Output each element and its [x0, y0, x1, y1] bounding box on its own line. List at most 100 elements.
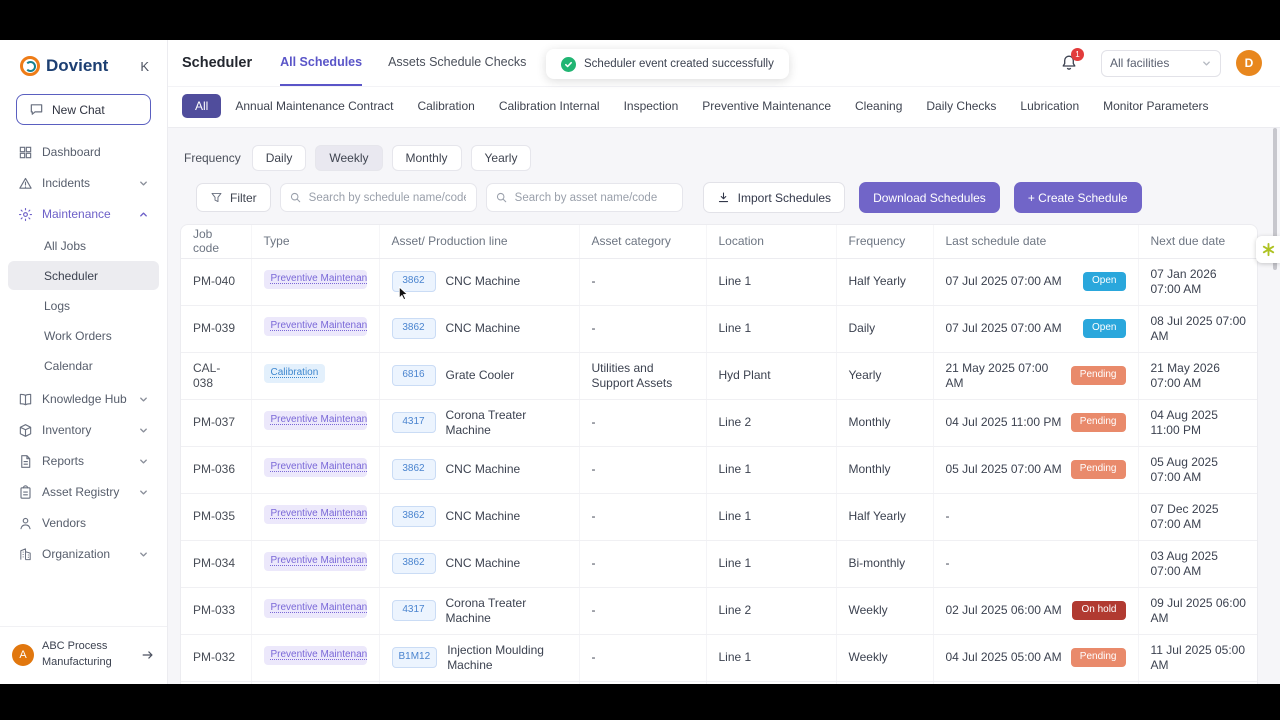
- user-avatar[interactable]: D: [1236, 50, 1262, 76]
- type-filter-daily-checks[interactable]: Daily Checks: [926, 99, 997, 113]
- column-header-frequency[interactable]: Frequency: [836, 225, 934, 259]
- sidebar-item-knowledge-hub[interactable]: Knowledge Hub: [8, 384, 159, 414]
- job-code: PM-034: [193, 556, 236, 570]
- sidebar-item-work-orders[interactable]: Work Orders: [44, 328, 112, 343]
- filter-button[interactable]: Filter: [196, 183, 271, 212]
- next-due-date: 07 Dec 2025 07:00 AM: [1150, 501, 1219, 531]
- column-header-asset-production-line[interactable]: Asset/ Production line: [379, 225, 580, 259]
- frequency-chip-monthly[interactable]: Monthly: [391, 145, 462, 171]
- sidebar-item-incidents[interactable]: Incidents: [8, 168, 159, 198]
- type-filter-cleaning[interactable]: Cleaning: [855, 99, 903, 113]
- table-row[interactable]: PM-040 Preventive Maintenan... 3862 CNC …: [181, 258, 1257, 306]
- incidents-icon: [18, 176, 33, 191]
- asset-name: Grate Cooler: [445, 368, 515, 382]
- table-header-row: Job code Type Asset/ Production line Asset …: [181, 225, 1257, 259]
- type-filter-calibration[interactable]: Calibration: [417, 99, 475, 113]
- page-title: Scheduler: [182, 55, 253, 71]
- app-window: Dovient K New Chat Dashboard Incidents Mai…: [0, 40, 1280, 684]
- asset-code-chip[interactable]: 3862: [391, 506, 436, 527]
- tab-assets-schedule-checks[interactable]: Assets Schedule Checks: [388, 55, 527, 69]
- tab-all-schedules[interactable]: All Schedules: [280, 40, 363, 86]
- table-row[interactable]: PM-034 Preventive Maintenan... 3862 CNC …: [181, 540, 1257, 588]
- asset-name: Injection Moulding Machine: [447, 642, 544, 672]
- letterbox-bottom: [0, 684, 1280, 720]
- column-header-last-schedule-date[interactable]: Last schedule date: [933, 225, 1139, 259]
- type-filter-all[interactable]: All: [182, 94, 222, 118]
- type-filter-lubrication[interactable]: Lubrication: [1020, 99, 1080, 113]
- sidebar-menu: Dashboard Incidents Maintenance All Jobs Sch…: [0, 135, 167, 626]
- column-header-location[interactable]: Location: [706, 225, 837, 259]
- chevron-down-icon: [138, 178, 149, 189]
- frequency-chip-yearly[interactable]: Yearly: [470, 145, 532, 171]
- sidebar-item-vendors[interactable]: Vendors: [8, 508, 159, 538]
- type-filter-monitor-parameters[interactable]: Monitor Parameters: [1103, 99, 1209, 113]
- sidebar-item-asset-registry[interactable]: Asset Registry: [8, 477, 159, 507]
- asset-code-chip[interactable]: 3862: [391, 459, 436, 480]
- type-filter-annual-maintenance-contract[interactable]: Annual Maintenance Contract: [235, 99, 394, 113]
- next-due-date: 11 Jul 2025 05:00 AM: [1150, 642, 1246, 672]
- next-due-date: 03 Aug 2025 07:00 AM: [1150, 548, 1218, 578]
- chevron-down-icon: [138, 425, 149, 436]
- sidebar-item-dashboard[interactable]: Dashboard: [8, 137, 159, 167]
- column-header-next-due-date[interactable]: Next due date: [1138, 225, 1257, 259]
- search-schedule-input[interactable]: [279, 183, 477, 212]
- asset-code-chip[interactable]: 3862: [391, 271, 436, 292]
- column-header-type[interactable]: Type: [251, 225, 380, 259]
- download-schedules-button[interactable]: Download Schedules: [859, 182, 1000, 213]
- table-row[interactable]: PM-036 Preventive Maintenan... 3862 CNC …: [181, 446, 1257, 494]
- column-header-job-code[interactable]: Job code: [181, 225, 252, 259]
- sidebar-item-maintenance[interactable]: Maintenance: [8, 199, 159, 229]
- chat-icon: [29, 102, 44, 117]
- facility-dropdown[interactable]: All facilities: [1101, 49, 1221, 77]
- floating-feedback-widget[interactable]: [1256, 236, 1280, 263]
- vertical-scrollbar[interactable]: [1273, 128, 1277, 270]
- chevron-down-icon: [1201, 58, 1212, 69]
- table-row[interactable]: PM-037 Preventive Maintenan... 4317 Coro…: [181, 399, 1257, 447]
- type-filter-calibration-internal[interactable]: Calibration Internal: [498, 99, 600, 113]
- inventory-icon: [18, 423, 33, 438]
- asset-code-chip[interactable]: 4317: [391, 600, 436, 621]
- type-filter-preventive-maintenance[interactable]: Preventive Maintenance: [702, 99, 832, 113]
- status-badge: Pending: [1070, 460, 1126, 479]
- workspace-arrow-icon[interactable]: [141, 648, 155, 662]
- asset-code-chip[interactable]: 3862: [391, 318, 436, 339]
- search-asset-input[interactable]: [485, 183, 683, 212]
- last-schedule-date: 05 Jul 2025 07:00 AM: [945, 462, 1062, 476]
- sidebar-collapse-button[interactable]: K: [140, 58, 149, 74]
- create-schedule-button[interactable]: + Create Schedule: [1013, 182, 1142, 213]
- sidebar-item-inventory[interactable]: Inventory: [8, 415, 159, 445]
- status-badge: Pending: [1070, 413, 1126, 432]
- table-row[interactable]: PM-033 Preventive Maintenan... 4317 Coro…: [181, 587, 1257, 635]
- sidebar-item-reports[interactable]: Reports: [8, 446, 159, 476]
- import-schedules-button[interactable]: Import Schedules: [702, 182, 846, 213]
- table-row[interactable]: PM-032 Preventive Maintenan... B1M12 Inj…: [181, 634, 1257, 682]
- asset-code-chip[interactable]: B1M12: [391, 647, 438, 668]
- asset-code-chip[interactable]: 6816: [391, 365, 436, 386]
- table-row[interactable]: PM-039 Preventive Maintenan... 3862 CNC …: [181, 305, 1257, 353]
- sidebar-item-label: Maintenance: [42, 207, 111, 221]
- sidebar-item-all-jobs[interactable]: All Jobs: [44, 238, 87, 253]
- table-row[interactable]: PM-035 Preventive Maintenan... 3862 CNC …: [181, 493, 1257, 541]
- vendors-icon: [18, 516, 33, 531]
- letterbox-top: [0, 0, 1280, 40]
- sidebar-item-calendar[interactable]: Calendar: [44, 358, 93, 373]
- type-filter-inspection[interactable]: Inspection: [623, 99, 679, 113]
- sidebar-item-scheduler[interactable]: Scheduler: [8, 261, 159, 290]
- notification-count-badge: 1: [1071, 47, 1084, 61]
- job-code: PM-032: [193, 650, 236, 664]
- column-header-asset-category[interactable]: Asset category: [579, 225, 707, 259]
- logo-text: Dovient: [46, 56, 109, 75]
- asset-category: Utilities and Support Assets: [591, 360, 673, 390]
- frequency-chip-weekly[interactable]: Weekly: [315, 145, 383, 171]
- sidebar-item-logs[interactable]: Logs: [44, 298, 71, 313]
- workspace-switcher[interactable]: A ABC Process Manufacturing: [0, 626, 167, 684]
- asset-code-chip[interactable]: 4317: [391, 412, 436, 433]
- new-chat-button[interactable]: New Chat: [16, 94, 151, 125]
- last-schedule-date: 02 Jul 2025 06:00 AM: [945, 603, 1062, 617]
- asset-code-chip[interactable]: 3862: [391, 553, 436, 574]
- frequency-chip-daily[interactable]: Daily: [251, 145, 307, 171]
- table-row[interactable]: CAL-038 Calibration 6816 Grate Cooler Ut…: [181, 352, 1257, 400]
- table-row[interactable]: MP-031 Monitor Parameters 2495 Extruder …: [181, 681, 1257, 684]
- sidebar-item-organization[interactable]: Organization: [8, 539, 159, 569]
- location: Line 1: [718, 274, 752, 288]
